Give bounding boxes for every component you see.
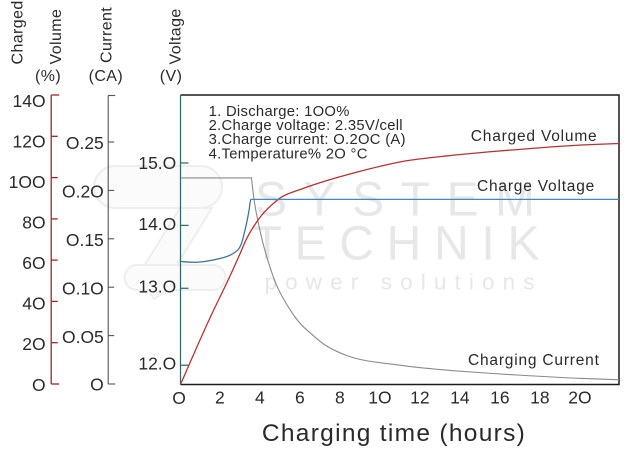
svg-text:2O: 2O	[568, 388, 591, 408]
svg-text:12.O: 12.O	[138, 354, 176, 374]
svg-text:16: 16	[490, 388, 509, 408]
svg-text:12: 12	[410, 388, 429, 408]
svg-text:18: 18	[530, 388, 549, 408]
svg-text:TECHNIK: TECHNIK	[253, 218, 540, 271]
svg-text:2: 2	[215, 388, 225, 408]
svg-text:3.Charge current: O.2OC (A): 3.Charge current: O.2OC (A)	[209, 132, 406, 148]
svg-text:O.2O: O.2O	[62, 182, 104, 202]
svg-text:1OO: 1OO	[9, 172, 46, 192]
svg-text:O.25: O.25	[66, 133, 104, 153]
svg-text:2.Charge voltage: 2.35V/cell: 2.Charge voltage: 2.35V/cell	[209, 118, 403, 134]
svg-text:2O: 2O	[22, 334, 45, 354]
svg-text:O.O5: O.O5	[62, 327, 104, 347]
svg-text:6O: 6O	[22, 253, 45, 273]
svg-text:4: 4	[255, 388, 265, 408]
svg-text:1O: 1O	[368, 388, 391, 408]
svg-text:8O: 8O	[22, 213, 45, 233]
svg-text:(%): (%)	[35, 68, 61, 85]
svg-text:12O: 12O	[13, 131, 46, 151]
svg-text:O: O	[90, 374, 104, 394]
svg-text:Charged: Charged	[10, 0, 27, 64]
svg-text:(CA): (CA)	[89, 68, 123, 85]
svg-text:Charging time (hours): Charging time (hours)	[262, 420, 526, 447]
svg-text:O: O	[32, 375, 46, 395]
svg-text:(V): (V)	[160, 68, 183, 85]
svg-text:14.O: 14.O	[138, 214, 176, 234]
svg-text:Current: Current	[99, 7, 116, 63]
svg-text:14O: 14O	[13, 91, 46, 111]
svg-text:Charging Current: Charging Current	[468, 352, 600, 369]
svg-text:power solutions: power solutions	[265, 270, 535, 295]
svg-text:8: 8	[335, 388, 345, 408]
svg-text:O: O	[172, 388, 186, 408]
svg-text:13.O: 13.O	[138, 277, 176, 297]
svg-text:Volume: Volume	[48, 9, 65, 65]
svg-text:4.Temperature% 2O °C: 4.Temperature% 2O °C	[209, 146, 368, 162]
svg-text:Charged Volume: Charged Volume	[471, 128, 598, 145]
svg-text:Voltage: Voltage	[168, 8, 185, 64]
svg-text:Charge Voltage: Charge Voltage	[477, 178, 595, 195]
svg-text:14: 14	[450, 388, 470, 408]
svg-text:15.O: 15.O	[138, 153, 176, 173]
svg-text:1. Discharge: 1OO%: 1. Discharge: 1OO%	[209, 104, 350, 120]
svg-text:O.1O: O.1O	[62, 278, 104, 298]
svg-text:O.15: O.15	[66, 230, 104, 250]
svg-text:4O: 4O	[22, 294, 45, 314]
svg-text:6: 6	[295, 388, 305, 408]
